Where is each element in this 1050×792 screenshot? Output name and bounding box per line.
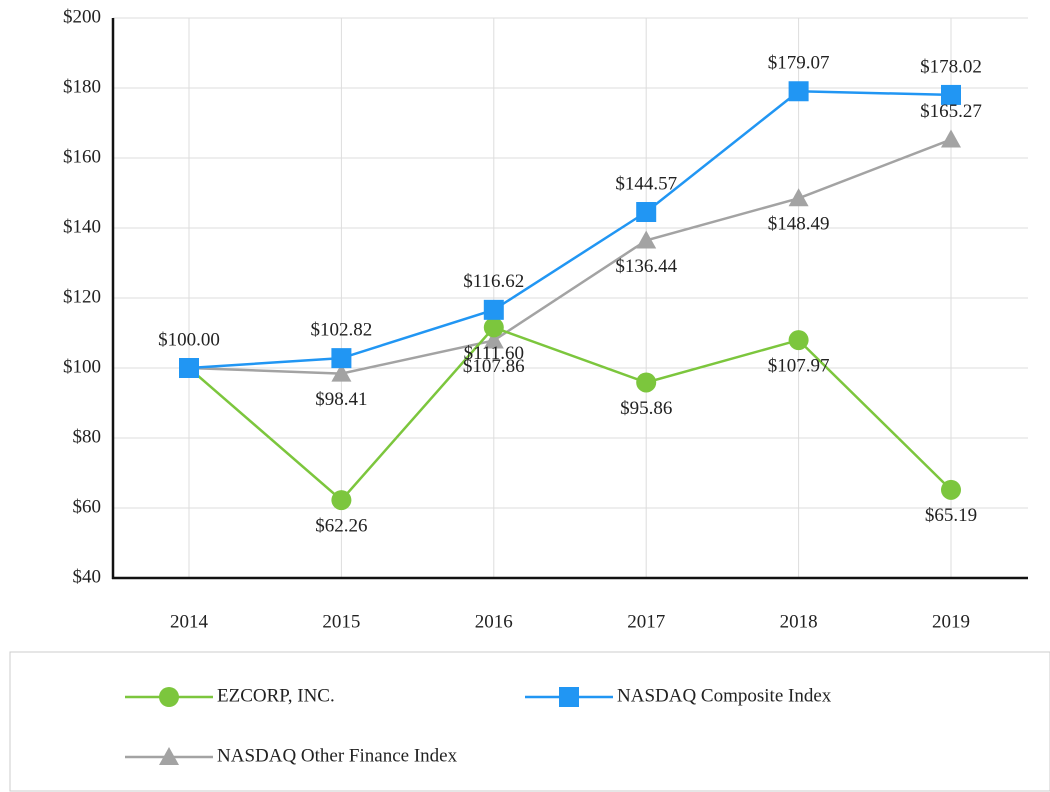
data-label: $136.44 xyxy=(615,256,677,277)
data-label: $65.19 xyxy=(925,505,977,526)
marker xyxy=(636,202,657,223)
y-tick-label: $140 xyxy=(63,216,101,237)
marker xyxy=(788,330,809,351)
marker xyxy=(788,81,809,102)
y-tick-label: $120 xyxy=(63,286,101,307)
marker xyxy=(788,188,809,207)
x-tick-label: 2018 xyxy=(780,611,818,632)
marker xyxy=(331,348,352,369)
marker xyxy=(941,479,961,500)
legend-label: NASDAQ Other Finance Index xyxy=(217,745,458,766)
marker xyxy=(159,747,179,765)
y-tick-label: $200 xyxy=(63,6,101,27)
data-label: $100.00 xyxy=(158,329,220,350)
data-label: $179.07 xyxy=(768,53,830,74)
data-label: $178.02 xyxy=(920,56,982,77)
data-label: $148.49 xyxy=(768,214,830,235)
data-label: $165.27 xyxy=(920,101,982,122)
marker xyxy=(331,490,352,511)
marker xyxy=(941,84,961,105)
x-tick-label: 2016 xyxy=(475,611,513,632)
y-tick-label: $100 xyxy=(63,356,101,377)
marker xyxy=(331,363,352,382)
data-label: $116.62 xyxy=(463,271,524,292)
series-line xyxy=(188,138,952,375)
x-tick-label: 2017 xyxy=(627,611,665,632)
y-tick-label: $40 xyxy=(73,566,102,587)
marker xyxy=(941,129,961,148)
marker xyxy=(483,299,504,320)
x-tick-label: 2019 xyxy=(932,611,970,632)
data-label: $144.57 xyxy=(615,173,677,194)
marker xyxy=(636,230,657,249)
series-line xyxy=(188,89,952,370)
marker xyxy=(159,687,179,707)
marker xyxy=(636,372,657,393)
data-label: $107.86 xyxy=(463,356,525,377)
y-tick-label: $60 xyxy=(73,496,102,517)
data-label: $107.97 xyxy=(768,355,830,376)
y-tick-label: $160 xyxy=(63,146,101,167)
data-label: $62.26 xyxy=(315,515,367,536)
marker xyxy=(179,358,199,378)
y-tick-label: $80 xyxy=(73,426,102,447)
y-tick-label: $180 xyxy=(63,76,101,97)
series-line xyxy=(188,325,952,502)
legend-label: EZCORP, INC. xyxy=(217,685,335,706)
marker xyxy=(559,687,579,707)
legend-box xyxy=(9,651,1050,792)
data-label: $98.41 xyxy=(315,389,367,410)
x-tick-label: 2014 xyxy=(170,611,209,632)
data-label: $102.82 xyxy=(311,319,373,340)
marker xyxy=(483,330,504,349)
marker xyxy=(483,317,504,338)
x-tick-label: 2015 xyxy=(322,611,360,632)
legend-label: NASDAQ Composite Index xyxy=(617,685,832,706)
data-label: $111.60 xyxy=(464,343,524,364)
data-label: $95.86 xyxy=(620,398,672,419)
